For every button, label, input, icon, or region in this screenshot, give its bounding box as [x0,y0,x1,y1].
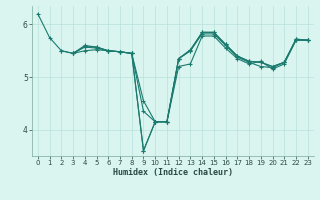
X-axis label: Humidex (Indice chaleur): Humidex (Indice chaleur) [113,168,233,177]
